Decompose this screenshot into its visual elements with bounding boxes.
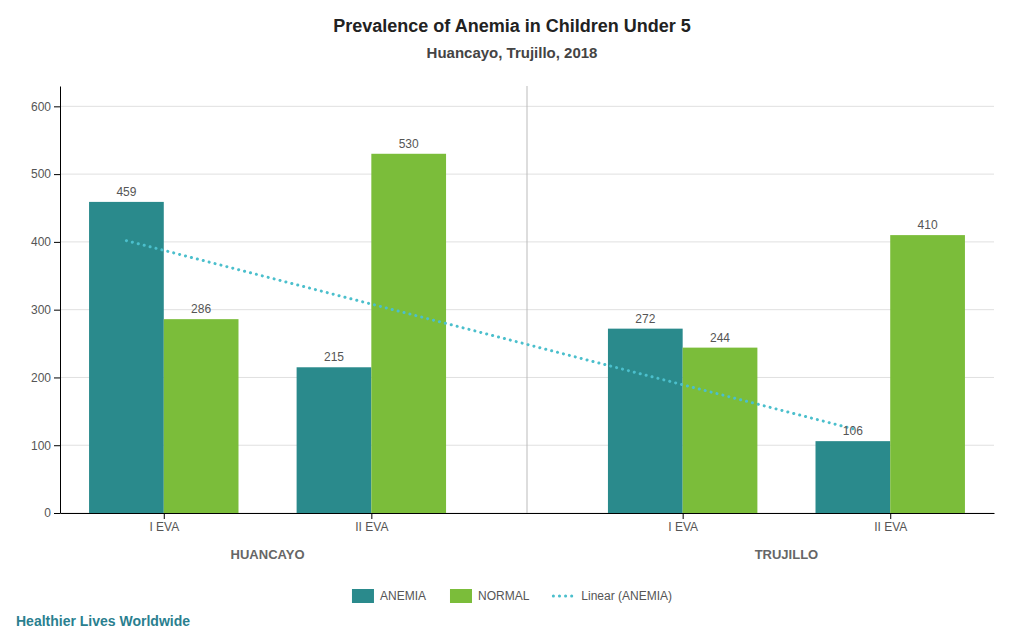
x-tick-mark: [164, 513, 165, 519]
group-label: TRUJILLO: [755, 547, 819, 562]
y-tick-mark: [54, 310, 60, 311]
data-label: 459: [116, 185, 136, 199]
watermark: Healthier Lives Worldwide: [16, 613, 190, 629]
bar: [371, 154, 446, 513]
bar: [816, 441, 891, 513]
y-tick-mark: [54, 242, 60, 243]
x-axis-line: [61, 513, 995, 514]
data-label: 410: [918, 218, 938, 232]
legend-swatch: [553, 595, 575, 598]
x-tick: I EVA: [149, 513, 179, 534]
y-tick-label: 200: [31, 371, 51, 385]
y-tick: 0: [44, 506, 60, 520]
chart: 459 215 272 106 286 530 244 410 0 100 200 300 400 500…: [0, 0, 1024, 638]
x-tick: I EVA: [668, 513, 698, 534]
x-tick-label: I EVA: [668, 520, 698, 534]
bar: [608, 329, 683, 513]
bar: [683, 348, 758, 513]
y-tick: 100: [31, 439, 60, 453]
bar: [890, 235, 965, 513]
x-tick-mark: [890, 513, 891, 519]
y-tick-mark: [54, 513, 60, 514]
y-tick: 200: [31, 371, 60, 385]
legend-label: Linear (ANEMIA): [581, 589, 672, 603]
y-tick: 300: [31, 303, 60, 317]
group-separator: [527, 86, 528, 513]
y-tick-label: 600: [31, 100, 51, 114]
x-tick-mark: [371, 513, 372, 519]
y-tick-mark: [54, 377, 60, 378]
y-axis: 0 100 200 300 400 500 600: [31, 87, 61, 521]
legend-swatch: [352, 589, 374, 603]
bar-series: [164, 154, 965, 513]
group-label: HUANCAYO: [231, 547, 305, 562]
y-tick: 500: [31, 167, 60, 181]
legend: ANEMIA NORMAL Linear (ANEMIA): [352, 589, 672, 603]
y-tick-label: 500: [31, 167, 51, 181]
y-tick-mark: [54, 106, 60, 107]
x-tick-mark: [683, 513, 684, 519]
x-tick: II EVA: [355, 513, 388, 534]
y-tick: 400: [31, 235, 60, 249]
y-axis-line: [60, 87, 61, 514]
legend-label: ANEMIA: [380, 589, 426, 603]
y-tick-mark: [54, 445, 60, 446]
data-label: 286: [191, 302, 211, 316]
y-tick-label: 0: [44, 506, 51, 520]
data-label: 215: [324, 350, 344, 364]
legend-label: NORMAL: [478, 589, 530, 603]
legend-item: Linear (ANEMIA): [553, 589, 672, 603]
bar: [297, 367, 372, 513]
title-block: Prevalence of Anemia in Children Under 5…: [333, 16, 690, 61]
plot-area: [89, 154, 965, 513]
group-separators: [527, 86, 528, 513]
trend-line: [126, 241, 852, 429]
group-labels: HUANCAYO TRUJILLO: [231, 547, 819, 562]
y-tick-label: 300: [31, 303, 51, 317]
legend-item: ANEMIA: [352, 589, 426, 603]
title: Prevalence of Anemia in Children Under 5: [333, 16, 690, 36]
x-tick-label: II EVA: [355, 520, 388, 534]
y-tick-label: 100: [31, 439, 51, 453]
data-label: 530: [399, 137, 419, 151]
data-label: 272: [635, 312, 655, 326]
data-labels: 459 215 272 106 286 530 244 410: [116, 137, 938, 438]
bar-series: [89, 202, 890, 513]
x-tick-label: II EVA: [874, 520, 907, 534]
subtitle: Huancayo, Trujillo, 2018: [427, 44, 598, 61]
y-tick: 600: [31, 100, 60, 114]
legend-item: NORMAL: [450, 589, 530, 603]
legend-swatch: [450, 589, 472, 603]
x-tick-label: I EVA: [149, 520, 179, 534]
data-label: 244: [710, 331, 730, 345]
y-tick-label: 400: [31, 235, 51, 249]
y-tick-mark: [54, 174, 60, 175]
x-tick: II EVA: [874, 513, 907, 534]
data-label: 106: [843, 424, 863, 438]
x-axis: I EVA II EVA I EVA II EVA: [61, 513, 995, 534]
bar: [164, 319, 239, 513]
bar: [89, 202, 164, 513]
